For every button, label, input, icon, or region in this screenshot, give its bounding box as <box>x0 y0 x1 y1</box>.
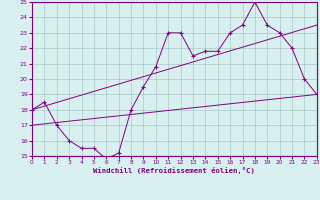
X-axis label: Windchill (Refroidissement éolien,°C): Windchill (Refroidissement éolien,°C) <box>93 167 255 174</box>
